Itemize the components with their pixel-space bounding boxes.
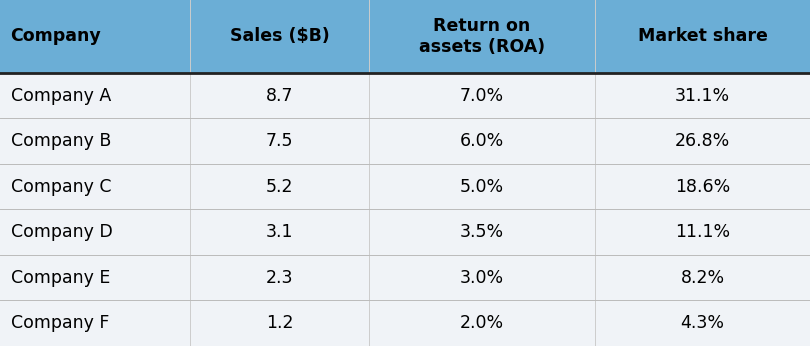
Text: 3.5%: 3.5% [460, 223, 504, 241]
Text: Return on
assets (ROA): Return on assets (ROA) [419, 17, 545, 56]
Text: 2.0%: 2.0% [460, 314, 504, 332]
Text: 5.0%: 5.0% [460, 177, 504, 195]
Text: 31.1%: 31.1% [675, 86, 731, 104]
Text: 3.0%: 3.0% [460, 269, 504, 287]
Text: Company D: Company D [11, 223, 113, 241]
Text: 18.6%: 18.6% [675, 177, 731, 195]
Text: Company C: Company C [11, 177, 111, 195]
Text: Company: Company [11, 27, 101, 45]
Text: Sales ($B): Sales ($B) [229, 27, 330, 45]
Bar [0, 73, 810, 118]
Text: 2.3: 2.3 [266, 269, 293, 287]
Text: 8.2%: 8.2% [680, 269, 725, 287]
Text: Company B: Company B [11, 132, 111, 150]
Text: 5.2: 5.2 [266, 177, 293, 195]
Bar [0, 164, 810, 209]
Text: 11.1%: 11.1% [675, 223, 731, 241]
Text: 7.0%: 7.0% [460, 86, 504, 104]
Bar [0, 255, 810, 300]
Bar [0, 209, 810, 255]
Text: 7.5: 7.5 [266, 132, 293, 150]
Text: 26.8%: 26.8% [675, 132, 731, 150]
Text: 4.3%: 4.3% [680, 314, 725, 332]
Text: Company E: Company E [11, 269, 110, 287]
Text: Company F: Company F [11, 314, 109, 332]
Text: 8.7: 8.7 [266, 86, 293, 104]
Text: Market share: Market share [637, 27, 768, 45]
Bar [0, 118, 810, 164]
Text: 6.0%: 6.0% [460, 132, 504, 150]
Bar [0, 300, 810, 346]
Text: Company A: Company A [11, 86, 111, 104]
Bar [0, 0, 810, 73]
Text: 3.1: 3.1 [266, 223, 293, 241]
Text: 1.2: 1.2 [266, 314, 293, 332]
